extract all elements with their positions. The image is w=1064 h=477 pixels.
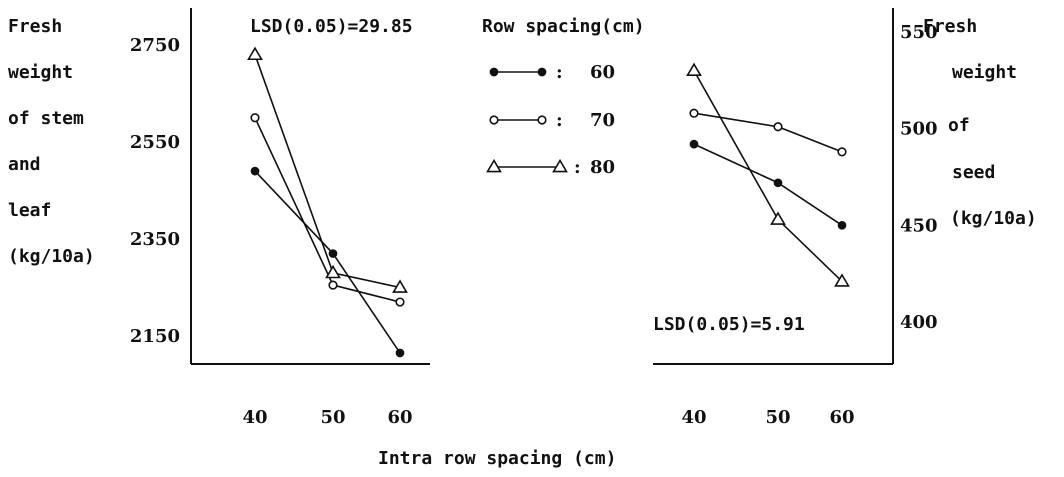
- legend-marker: [486, 158, 502, 173]
- left-y-tick-labels: 2750 2550 2350 2150: [130, 35, 180, 347]
- right-series-70-point: [689, 108, 699, 118]
- left-series-80-point: [247, 46, 263, 61]
- legend-colon: :: [556, 110, 563, 131]
- right-y-label-line: weight: [952, 62, 1017, 83]
- legend-colon: :: [556, 62, 563, 83]
- left-series-60-point: [395, 348, 405, 358]
- left-x-tick-labels: 40 50 60: [242, 407, 412, 428]
- left-x-tick-label: 50: [320, 407, 345, 428]
- right-series-60-point: [837, 220, 847, 230]
- left-series-70-point: [395, 297, 405, 307]
- left-y-label-line: weight: [8, 62, 73, 83]
- right-series-group: [686, 62, 850, 287]
- right-series-70-point: [837, 147, 847, 157]
- left-series-70-point: [250, 113, 260, 123]
- left-lsd-annotation: LSD(0.05)=29.85: [250, 16, 413, 37]
- legend-label: 60: [590, 62, 615, 83]
- right-x-tick-label: 60: [829, 407, 854, 428]
- legend-item-80: :80: [486, 157, 615, 178]
- left-y-label-line: leaf: [8, 200, 51, 221]
- legend-item-60: : 60: [489, 62, 615, 83]
- left-series-80-line: [254, 54, 401, 289]
- legend-items: :60: 70: 80: [486, 62, 615, 178]
- right-series-60-point: [689, 139, 699, 149]
- legend-marker: [552, 158, 568, 173]
- right-lsd-annotation: LSD(0.05)=5.91: [653, 314, 805, 335]
- left-y-label-line: (kg/10a): [8, 246, 95, 267]
- left-y-label-line: Fresh: [8, 16, 62, 37]
- legend-label: 80: [590, 157, 615, 178]
- right-series-80-line: [693, 70, 843, 282]
- legend-marker: [489, 115, 499, 125]
- right-y-label-line: (kg/10a): [950, 208, 1037, 229]
- right-y-tick-label: 500: [900, 119, 938, 140]
- right-series-70-point: [773, 122, 783, 132]
- right-y-tick-label: 550: [900, 22, 938, 43]
- left-series-60-point: [250, 166, 260, 176]
- right-series-80-point: [770, 211, 786, 225]
- left-y-tick-label: 2550: [130, 132, 180, 153]
- right-x-tick-labels: 40 50 60: [681, 407, 854, 428]
- left-series-80-point: [392, 279, 408, 293]
- left-y-tick-label: 2150: [130, 326, 180, 347]
- left-y-tick-label: 2750: [130, 35, 180, 56]
- legend-item-70: : 70: [489, 110, 615, 131]
- left-y-label-line: and: [8, 154, 41, 175]
- left-x-tick-label: 40: [242, 407, 267, 428]
- right-y-tick-labels: 550 500 450 400: [900, 22, 938, 333]
- left-y-axis-label: Fresh weight of stem and leaf (kg/10a): [8, 16, 95, 267]
- left-y-tick-label: 2350: [130, 229, 180, 250]
- right-y-tick-label: 450: [900, 215, 938, 236]
- right-series-60-point: [773, 178, 783, 188]
- left-series-group: [247, 46, 408, 358]
- right-y-label-line: of: [948, 115, 970, 136]
- left-y-label-line: of stem: [8, 108, 84, 129]
- left-panel: Fresh weight of stem and leaf (kg/10a) 2750 25…: [8, 8, 430, 428]
- left-series-80-point: [325, 264, 341, 279]
- right-series-60-line: [693, 143, 843, 226]
- left-x-tick-label: 60: [387, 407, 412, 428]
- legend: Row spacing(cm) :60: 70: 80: [482, 16, 645, 178]
- x-axis-title: Intra row spacing (cm): [378, 448, 616, 469]
- legend-marker: [537, 115, 547, 125]
- legend-colon: :: [574, 157, 581, 178]
- left-series-60-line: [254, 170, 401, 354]
- right-y-tick-label: 400: [900, 312, 938, 333]
- legend-title: Row spacing(cm): [482, 16, 645, 37]
- right-series-80-point: [834, 273, 850, 287]
- right-series-70-line: [693, 112, 843, 153]
- right-series-80-point: [686, 62, 702, 77]
- right-x-tick-label: 40: [681, 407, 706, 428]
- legend-marker: [537, 67, 547, 77]
- left-series-60-point: [328, 249, 338, 258]
- right-y-label-line: Fresh: [923, 16, 977, 37]
- right-x-tick-label: 50: [765, 407, 790, 428]
- right-y-axis-label: Fresh weight of seed (kg/10a): [923, 16, 1037, 229]
- legend-marker: [489, 67, 499, 77]
- legend-label: 70: [590, 110, 615, 131]
- right-y-label-line: seed: [952, 162, 995, 183]
- right-panel: Fresh weight of seed (kg/10a) 550 500 450 400 4…: [653, 8, 1037, 428]
- left-series-70-point: [328, 280, 338, 290]
